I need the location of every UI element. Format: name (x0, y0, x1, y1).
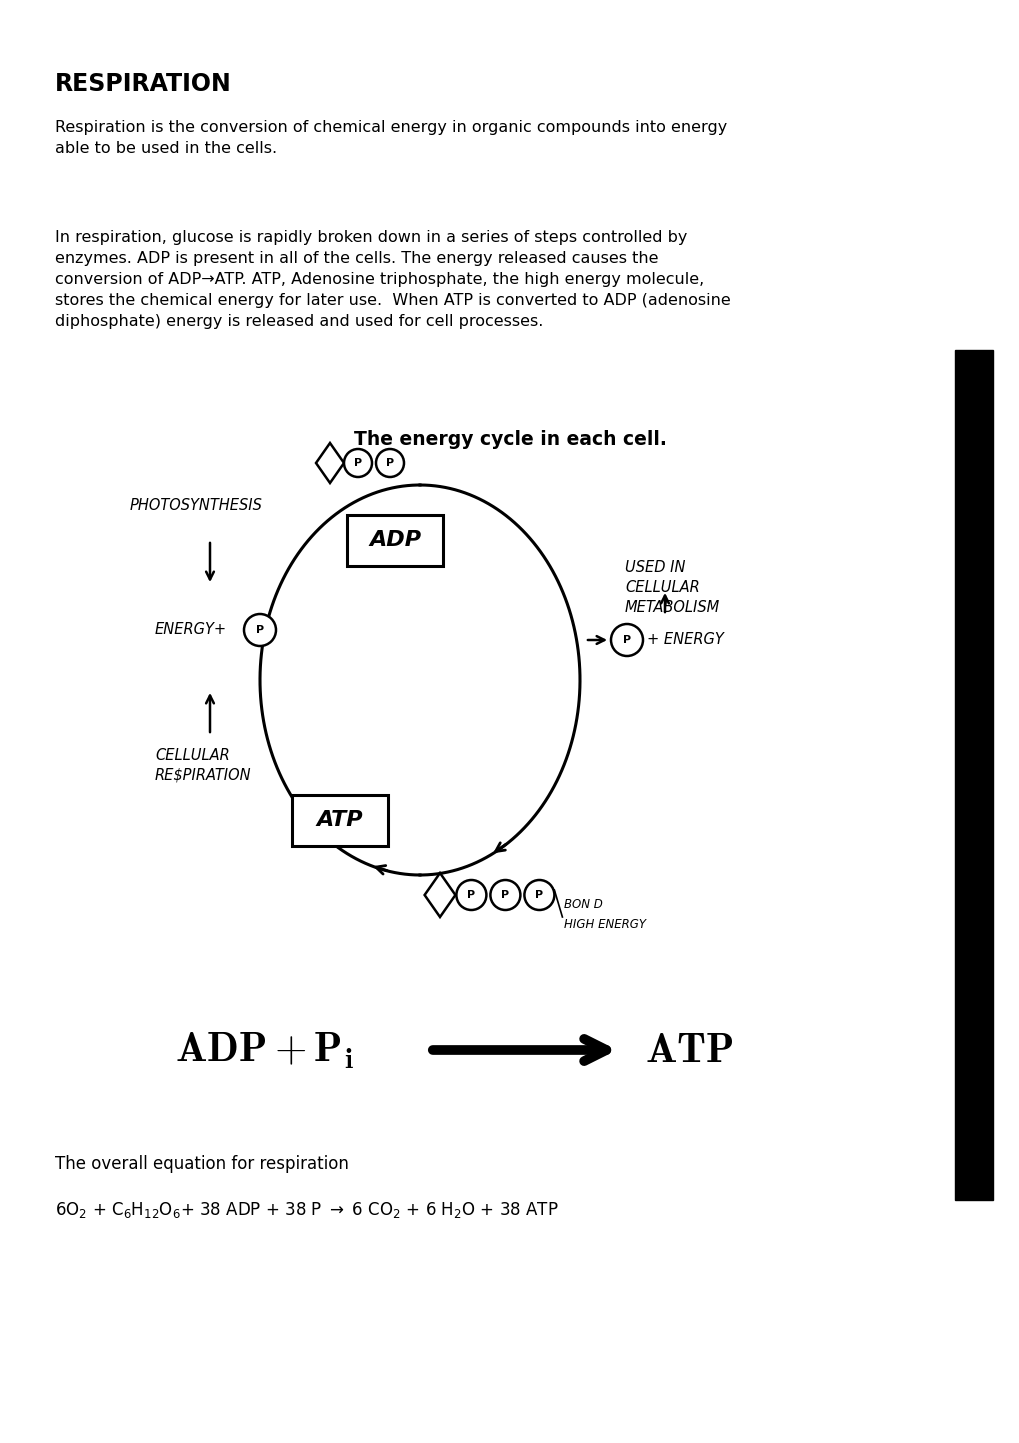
Text: CELLULAR
RE$PIRATION: CELLULAR RE$PIRATION (155, 747, 252, 782)
Text: In respiration, glucose is rapidly broken down in a series of steps controlled b: In respiration, glucose is rapidly broke… (55, 229, 730, 329)
Text: The overall equation for respiration: The overall equation for respiration (55, 1154, 348, 1173)
Circle shape (455, 880, 486, 911)
Text: BON D: BON D (564, 899, 602, 912)
Text: $\mathbf{ATP}$: $\mathbf{ATP}$ (644, 1029, 733, 1071)
Text: RESPIRATION: RESPIRATION (55, 72, 231, 97)
Text: Respiration is the conversion of chemical energy in organic compounds into energ: Respiration is the conversion of chemica… (55, 120, 727, 156)
Text: P: P (501, 890, 508, 900)
Text: + ENERGY: + ENERGY (646, 632, 723, 648)
Bar (954, 351, 993, 1201)
Text: The energy cycle in each cell.: The energy cycle in each cell. (354, 430, 665, 449)
Text: $\mathbf{ADP + P_i}$: $\mathbf{ADP + P_i}$ (175, 1029, 354, 1071)
Text: P: P (256, 625, 264, 635)
Text: P: P (354, 457, 362, 468)
Circle shape (490, 880, 520, 911)
Circle shape (343, 449, 372, 478)
Text: P: P (623, 635, 631, 645)
Text: P: P (535, 890, 543, 900)
Text: P: P (467, 890, 475, 900)
Circle shape (610, 623, 642, 657)
Circle shape (376, 449, 404, 478)
Polygon shape (316, 443, 343, 483)
Text: USED IN
CELLULAR
METABOLISM: USED IN CELLULAR METABOLISM (625, 560, 719, 615)
Text: 6O$_2$ + C$_6$H$_{12}$O$_6$+ 38 ADP + 38 P $\rightarrow$ 6 CO$_2$ + 6 H$_2$O + 3: 6O$_2$ + C$_6$H$_{12}$O$_6$+ 38 ADP + 38… (55, 1201, 558, 1219)
Text: ATP: ATP (317, 810, 363, 830)
Text: HIGH ENERGY: HIGH ENERGY (564, 919, 646, 932)
Text: ENERGY+: ENERGY+ (155, 622, 227, 638)
FancyBboxPatch shape (346, 515, 442, 566)
Text: P: P (385, 457, 393, 468)
Text: PHOTOSYNTHESIS: PHOTOSYNTHESIS (129, 498, 263, 512)
Polygon shape (424, 873, 454, 916)
Circle shape (244, 615, 276, 646)
FancyBboxPatch shape (291, 795, 387, 846)
Circle shape (524, 880, 554, 911)
Text: ADP: ADP (369, 530, 421, 550)
